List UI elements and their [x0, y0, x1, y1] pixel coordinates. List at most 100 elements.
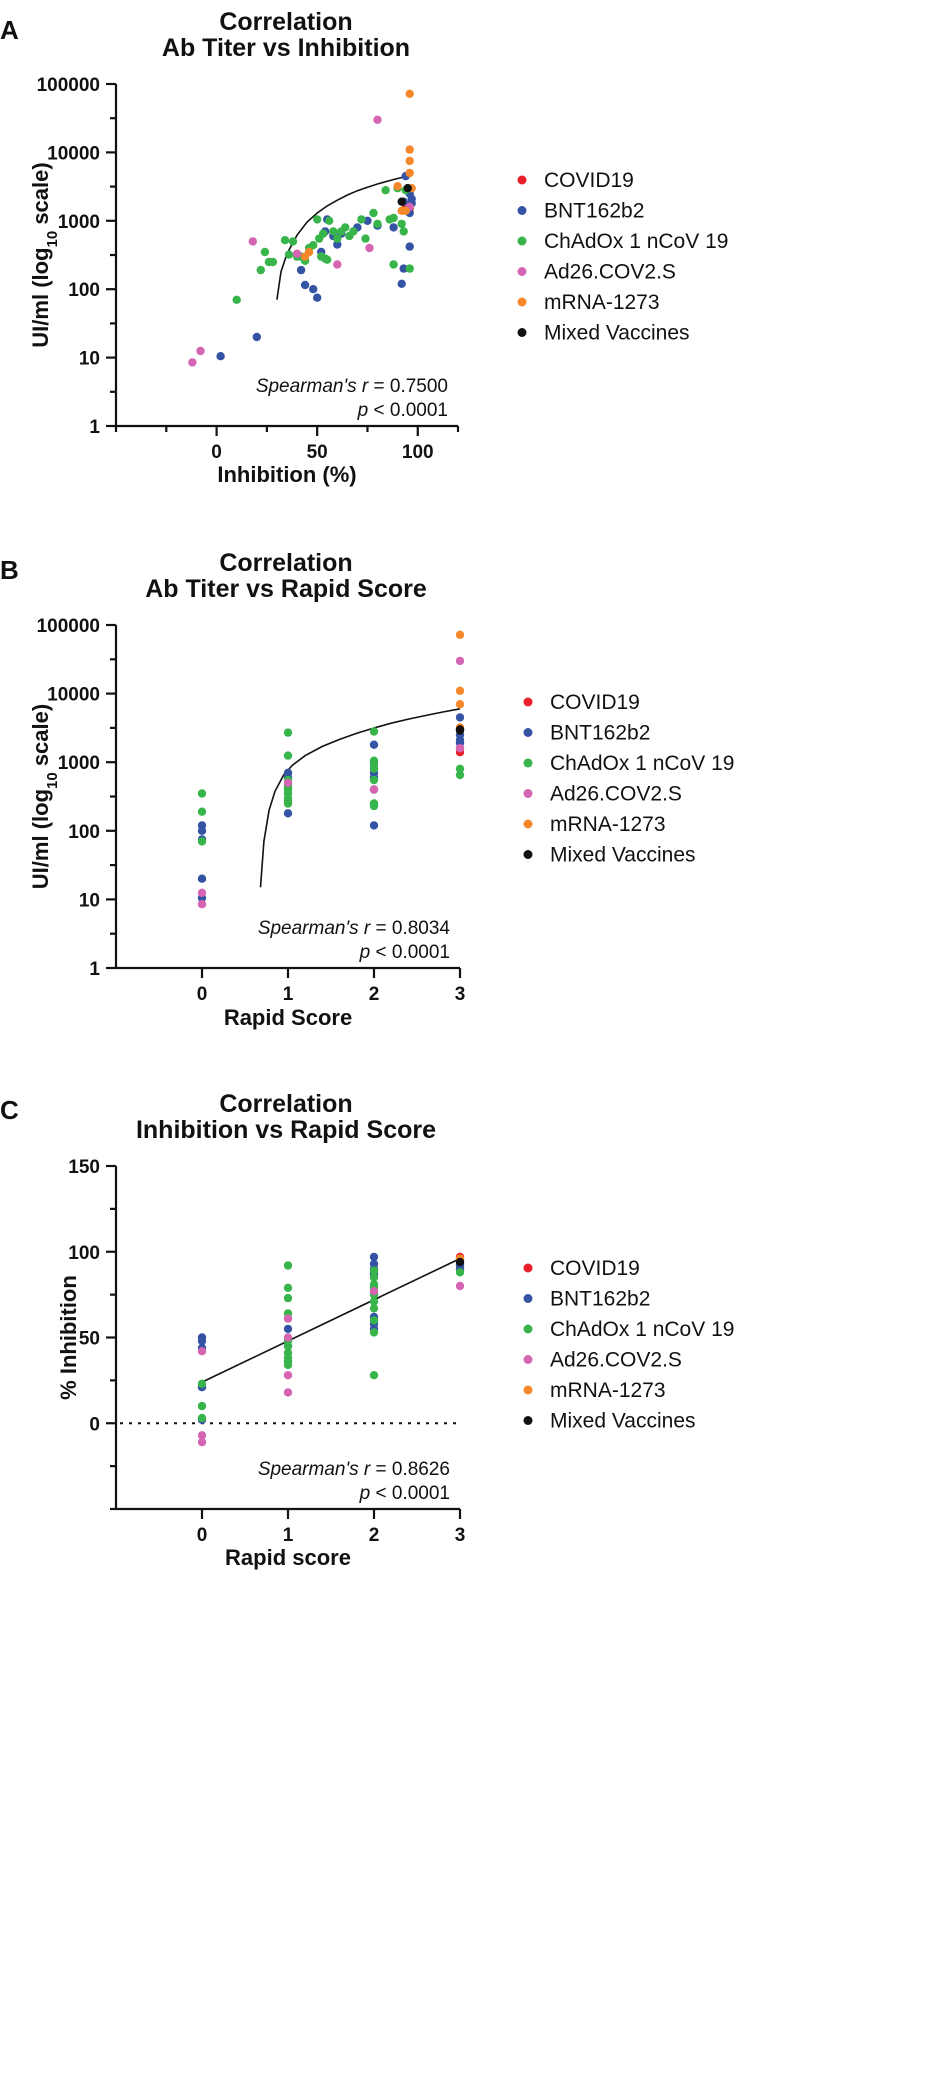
data-point	[399, 227, 408, 236]
legend-label: ChAdOx 1 nCoV 19	[550, 752, 734, 775]
y-axis-title-tail: scale)	[28, 704, 53, 773]
legend-marker	[523, 728, 533, 737]
x-tick-label: 0	[197, 984, 208, 1005]
data-point	[296, 265, 306, 275]
spearman-value: = 0.8034	[370, 918, 450, 939]
chart-title-line-2: Ab Titer vs Inhibition	[162, 34, 410, 62]
legend-marker	[523, 1324, 533, 1334]
series-bnt162b2	[197, 713, 465, 903]
data-point	[252, 332, 261, 342]
series-bnt162b2	[197, 1252, 465, 1425]
data-point	[369, 1328, 379, 1337]
x-tick-label: 50	[307, 442, 328, 463]
p-label: p	[359, 1483, 371, 1504]
panel-letter: A	[0, 15, 19, 45]
data-point	[197, 888, 207, 897]
data-point	[455, 1268, 465, 1277]
y-tick-label: 10000	[47, 685, 100, 706]
data-point	[405, 145, 414, 154]
chart-title-line-2: Ab Titer vs Rapid Score	[145, 575, 427, 603]
p-value-stat: p < 0.0001	[359, 1483, 450, 1504]
data-point	[283, 1293, 293, 1303]
data-point	[283, 751, 293, 760]
legend-label: mRNA-1273	[550, 1379, 666, 1402]
data-point	[283, 1341, 293, 1351]
series-chadox-1-ncov-19	[197, 1261, 465, 1423]
y-tick-label: 1000	[58, 753, 100, 774]
y-axis-title: % Inhibition	[56, 1275, 81, 1400]
legend-label: Ad26.COV2.S	[550, 1349, 682, 1372]
spearman-value: = 0.7500	[368, 376, 448, 397]
fit-line	[201, 1257, 461, 1383]
legend-marker	[523, 1294, 533, 1303]
data-point	[397, 197, 406, 206]
x-tick-label: 0	[197, 1525, 208, 1546]
y-tick-label: 1	[89, 417, 100, 438]
data-point	[197, 1431, 207, 1440]
legend: COVID19 BNT162b2 ChAdOx 1 nCoV 19 Ad26.COV2…	[523, 1257, 734, 1433]
legend-marker	[523, 697, 533, 707]
data-point	[455, 686, 465, 695]
chart-title-line-2: Inhibition vs Rapid Score	[136, 1116, 436, 1144]
data-point	[197, 874, 207, 883]
data-point	[283, 1283, 293, 1293]
p-label: p	[357, 400, 369, 421]
chart-title-line-1: Correlation	[219, 8, 352, 36]
data-point	[341, 223, 350, 232]
legend-marker	[523, 758, 533, 768]
x-tick-label: 2	[369, 1525, 380, 1546]
data-point	[197, 1401, 207, 1411]
series-mrna-1273	[300, 89, 416, 261]
legend-label: Ad26.COV2.S	[544, 261, 676, 284]
x-axis-title: Rapid Score	[224, 1005, 352, 1030]
data-point	[369, 775, 379, 785]
data-point	[283, 1314, 293, 1323]
y-axis-title-subscript: 10	[44, 772, 61, 789]
legend: COVID19 BNT162b2 ChAdOx 1 nCoV 19 Ad26.COV2…	[517, 169, 728, 345]
legend-label: COVID19	[544, 169, 634, 192]
data-point	[369, 1316, 379, 1325]
panel-letter: B	[0, 555, 19, 585]
y-axis-title: UI/ml (log10 scale)	[28, 162, 61, 347]
legend-label: Ad26.COV2.S	[550, 783, 682, 806]
y-tick-label: 150	[68, 1157, 100, 1178]
data-point	[283, 778, 293, 788]
data-point	[397, 279, 406, 288]
data-point	[304, 247, 314, 257]
data-point	[188, 358, 197, 367]
legend-label: Mixed Vaccines	[550, 1410, 696, 1433]
data-point	[361, 234, 370, 243]
legend-label: BNT162b2	[550, 1288, 650, 1311]
data-point	[197, 1379, 207, 1389]
series-mixed-vaccines	[455, 1257, 465, 1267]
series-mixed-vaccines	[397, 184, 412, 206]
data-point	[333, 260, 342, 269]
legend-label: BNT162b2	[550, 722, 650, 745]
data-point	[248, 237, 257, 246]
y-tick-label: 10000	[47, 143, 100, 164]
series-ad26-cov2-s	[197, 656, 465, 909]
data-point	[405, 156, 414, 166]
data-point	[405, 264, 414, 273]
data-point	[197, 789, 207, 798]
panel-letter: C	[0, 1095, 19, 1125]
data-point	[288, 237, 298, 246]
data-point	[389, 213, 398, 223]
data-point	[196, 346, 205, 356]
p-value: < 0.0001	[370, 942, 450, 963]
legend-label: mRNA-1273	[544, 291, 660, 314]
data-point	[455, 630, 465, 639]
legend-marker	[517, 175, 527, 185]
fit-line	[276, 174, 412, 300]
data-point	[403, 184, 412, 193]
data-point	[280, 236, 290, 245]
data-point	[283, 1371, 293, 1380]
legend-label: BNT162b2	[544, 200, 644, 223]
y-tick-label: 10	[79, 890, 100, 911]
data-point	[300, 280, 310, 290]
legend: COVID19 BNT162b2 ChAdOx 1 nCoV 19 Ad26.COV2…	[523, 691, 734, 867]
data-point	[283, 1388, 293, 1397]
